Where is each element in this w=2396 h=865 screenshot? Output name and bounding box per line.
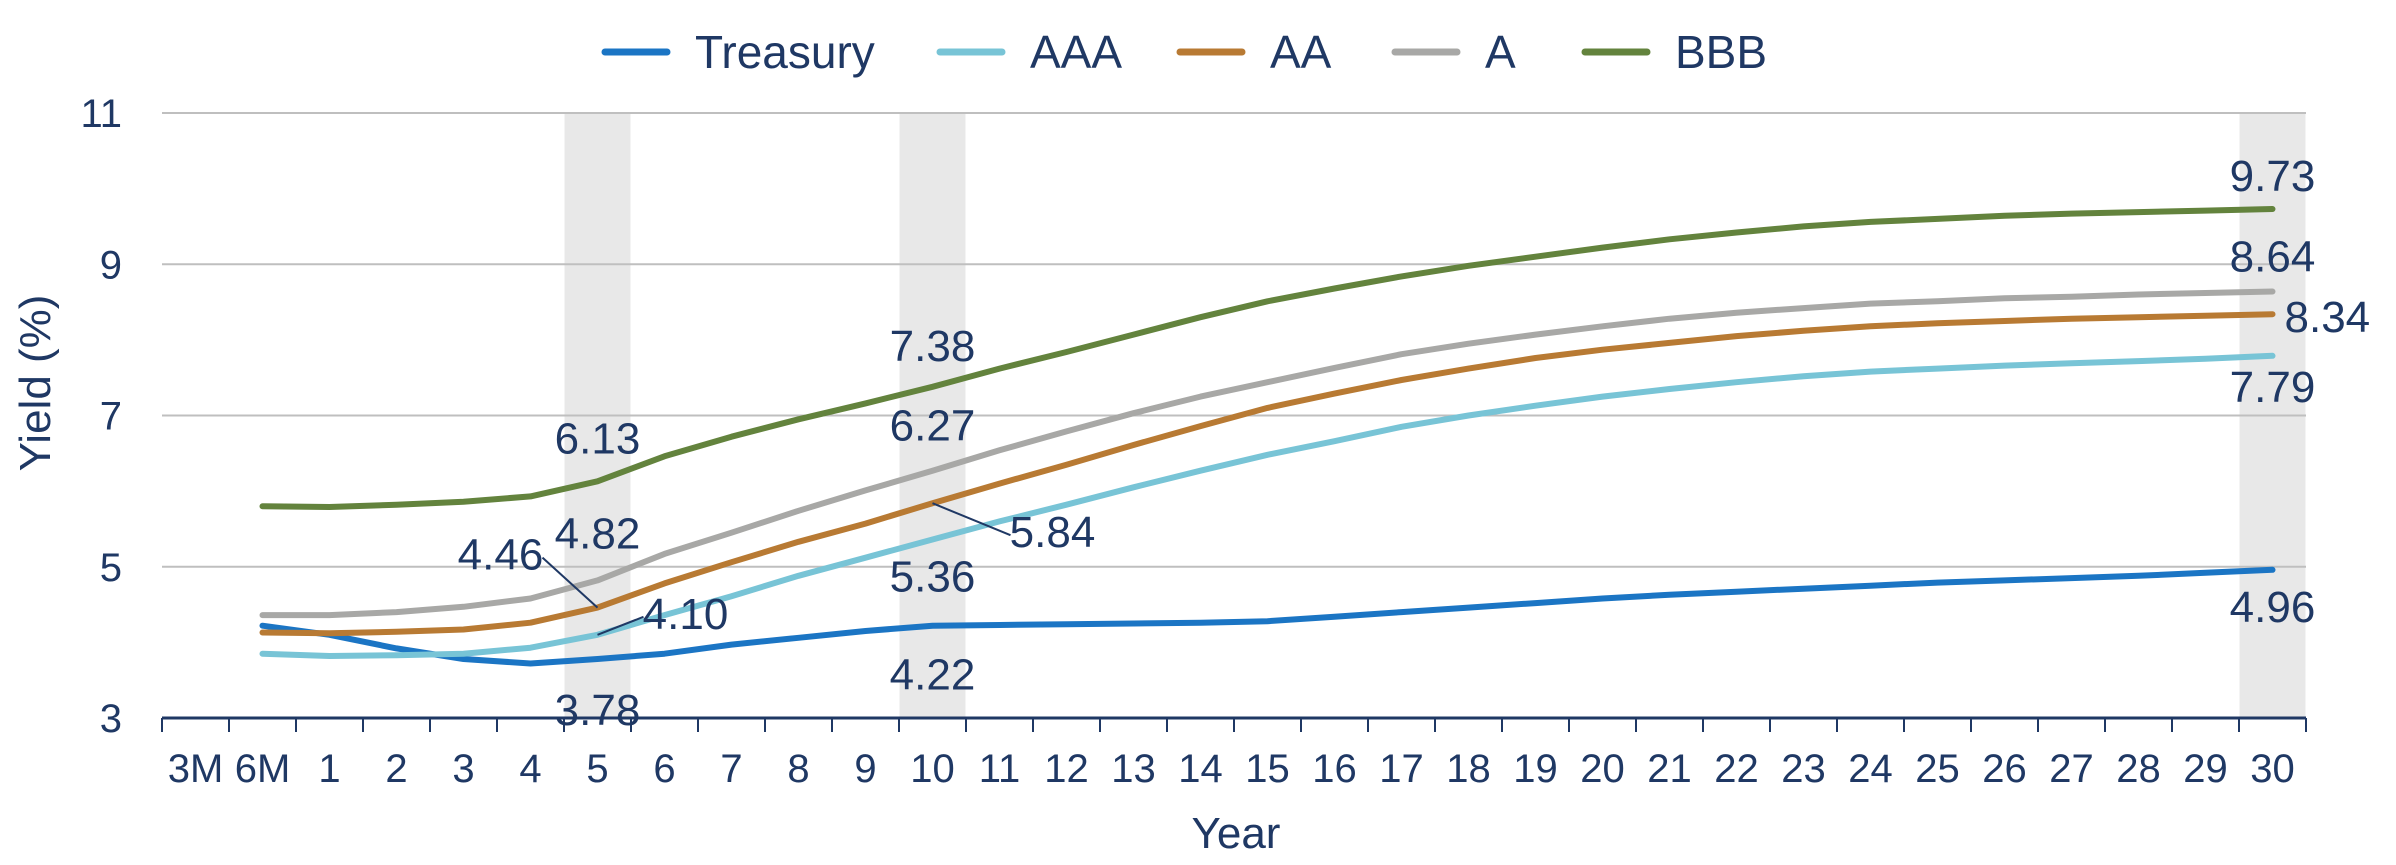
x-tick-label: 15 xyxy=(1245,747,1290,791)
x-tick-label: 8 xyxy=(787,747,809,791)
x-tick-label: 20 xyxy=(1580,747,1625,791)
data-label: 7.79 xyxy=(2230,363,2316,412)
legend-item-treasury: Treasury xyxy=(601,26,875,78)
legend-item-bbb: BBB xyxy=(1581,26,1767,78)
data-label: 6.27 xyxy=(890,402,976,451)
x-tick-label: 30 xyxy=(2250,747,2295,791)
x-tick-label: 24 xyxy=(1848,747,1893,791)
series-line-a xyxy=(259,288,2276,619)
gridlines xyxy=(162,112,2306,568)
legend-label: BBB xyxy=(1675,26,1767,78)
y-tick-label: 9 xyxy=(100,243,122,287)
x-tick-label: 25 xyxy=(1915,747,1960,791)
data-label: 4.10 xyxy=(643,590,729,639)
x-tick-label: 19 xyxy=(1513,747,1558,791)
y-axis-title: Yield (%) xyxy=(11,295,60,472)
x-tick-label: 3 xyxy=(452,747,474,791)
legend-label: Treasury xyxy=(695,26,875,78)
data-label: 9.73 xyxy=(2230,152,2316,201)
data-label: 8.64 xyxy=(2230,232,2316,281)
x-tick-label: 11 xyxy=(979,747,1021,791)
x-tick-label: 2 xyxy=(385,747,407,791)
x-tick-label: 10 xyxy=(910,747,955,791)
legend-label: AA xyxy=(1270,26,1332,78)
x-tick-label: 29 xyxy=(2183,747,2228,791)
series-line-treasury xyxy=(259,566,2276,667)
x-tick-label: 6M xyxy=(235,747,291,791)
data-label: 3.78 xyxy=(555,686,641,735)
legend-item-a: A xyxy=(1391,26,1516,78)
leader-line xyxy=(932,502,1011,537)
data-label: 8.34 xyxy=(2285,293,2371,342)
x-tick-label: 17 xyxy=(1379,747,1424,791)
data-label: 4.46 xyxy=(458,531,544,580)
y-tick-label: 5 xyxy=(100,546,122,590)
data-label: 4.82 xyxy=(555,509,641,558)
leader-line xyxy=(541,556,599,609)
x-tick-label: 6 xyxy=(653,747,675,791)
legend-label: A xyxy=(1485,26,1516,78)
x-tick-label: 18 xyxy=(1446,747,1491,791)
y-tick-label: 11 xyxy=(80,92,122,136)
series-line-aaa xyxy=(259,352,2276,659)
x-tick-label: 13 xyxy=(1111,747,1156,791)
legend-label: AAA xyxy=(1030,26,1122,78)
data-label: 7.38 xyxy=(890,322,976,371)
x-axis: 3M 6M 1 2 3 4 5 6 7 8 9 10 11 12 13 14 15 16 17 18 19 20 21 22 2… xyxy=(161,716,2307,791)
x-tick-label: 14 xyxy=(1178,747,1223,791)
y-axis: 3 5 7 9 11 xyxy=(80,92,122,741)
x-tick-label: 12 xyxy=(1044,747,1089,791)
x-tick-label: 21 xyxy=(1647,747,1692,791)
data-label: 6.13 xyxy=(555,414,641,463)
data-label: 5.84 xyxy=(1010,508,1096,557)
x-tick-label: 3M xyxy=(168,747,224,791)
series-line-bbb xyxy=(259,206,2276,510)
legend: Treasury AAA AA A BBB xyxy=(601,26,1767,78)
x-tick-label: 22 xyxy=(1714,747,1759,791)
x-tick-label: 23 xyxy=(1781,747,1826,791)
data-label: 4.22 xyxy=(890,651,976,700)
legend-item-aa: AA xyxy=(1176,26,1332,78)
x-tick-label: 26 xyxy=(1982,747,2027,791)
x-tick-label: 7 xyxy=(720,747,742,791)
data-labels: 6.13 4.824.46 4.103.78 7.38 6.27 5.84 5.36 4.22… xyxy=(458,152,2370,735)
leader-line xyxy=(597,615,644,636)
x-tick-label: 27 xyxy=(2049,747,2094,791)
data-label: 5.36 xyxy=(890,553,976,602)
y-tick-label: 3 xyxy=(100,697,122,741)
x-tick-label: 28 xyxy=(2116,747,2161,791)
x-tick-label: 16 xyxy=(1312,747,1357,791)
series-line-aa xyxy=(259,311,2276,637)
legend-item-aaa: AAA xyxy=(936,26,1122,78)
x-tick-label: 9 xyxy=(854,747,876,791)
x-tick-label: 5 xyxy=(586,747,608,791)
x-tick-label: 1 xyxy=(318,747,340,791)
label-leader-lines xyxy=(541,502,1011,636)
y-tick-label: 7 xyxy=(100,395,122,439)
data-label: 4.96 xyxy=(2230,583,2316,632)
x-tick-label: 4 xyxy=(519,747,541,791)
x-axis-title: Year xyxy=(1192,809,1281,858)
